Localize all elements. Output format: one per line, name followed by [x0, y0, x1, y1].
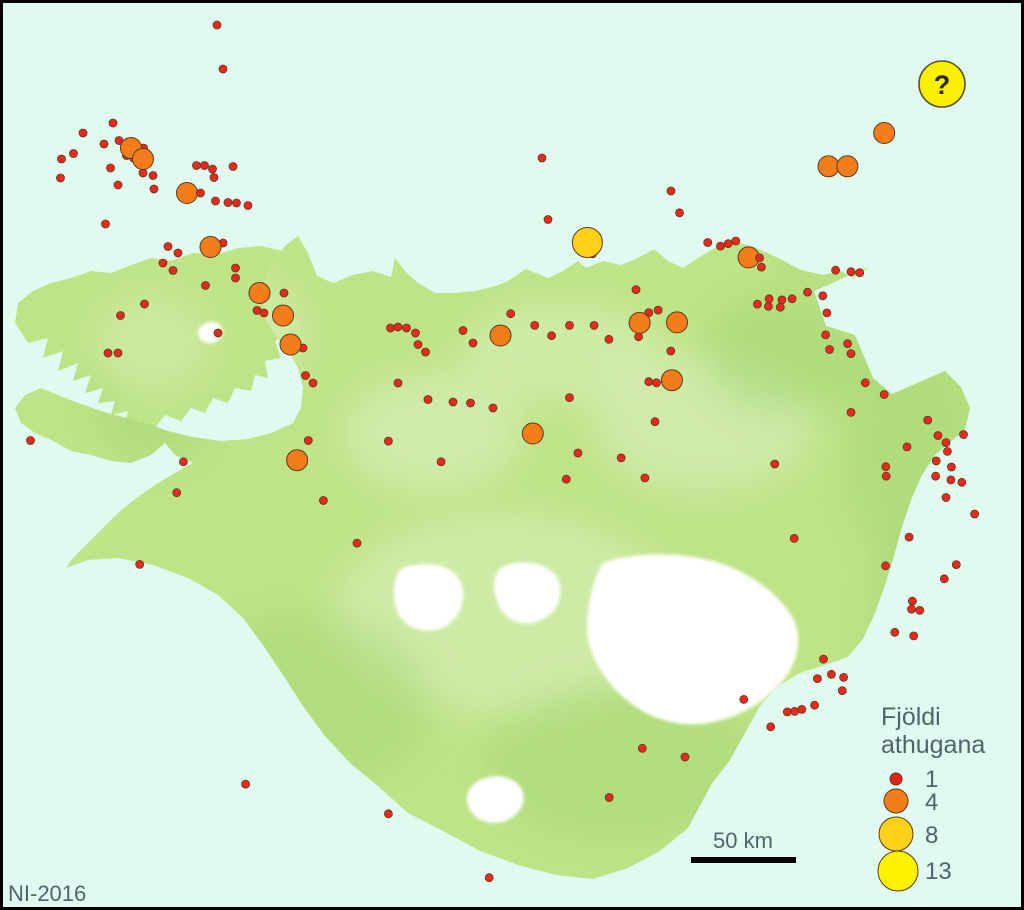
svg-text:8: 8: [925, 822, 938, 849]
svg-text:Fjöldi: Fjöldi: [881, 703, 941, 731]
svg-text:NI-2016: NI-2016: [8, 881, 86, 906]
svg-text:13: 13: [925, 858, 952, 885]
svg-text:?: ?: [934, 70, 951, 100]
svg-text:athugana: athugana: [881, 731, 985, 759]
svg-text:50 km: 50 km: [713, 828, 773, 853]
svg-text:4: 4: [925, 789, 938, 816]
